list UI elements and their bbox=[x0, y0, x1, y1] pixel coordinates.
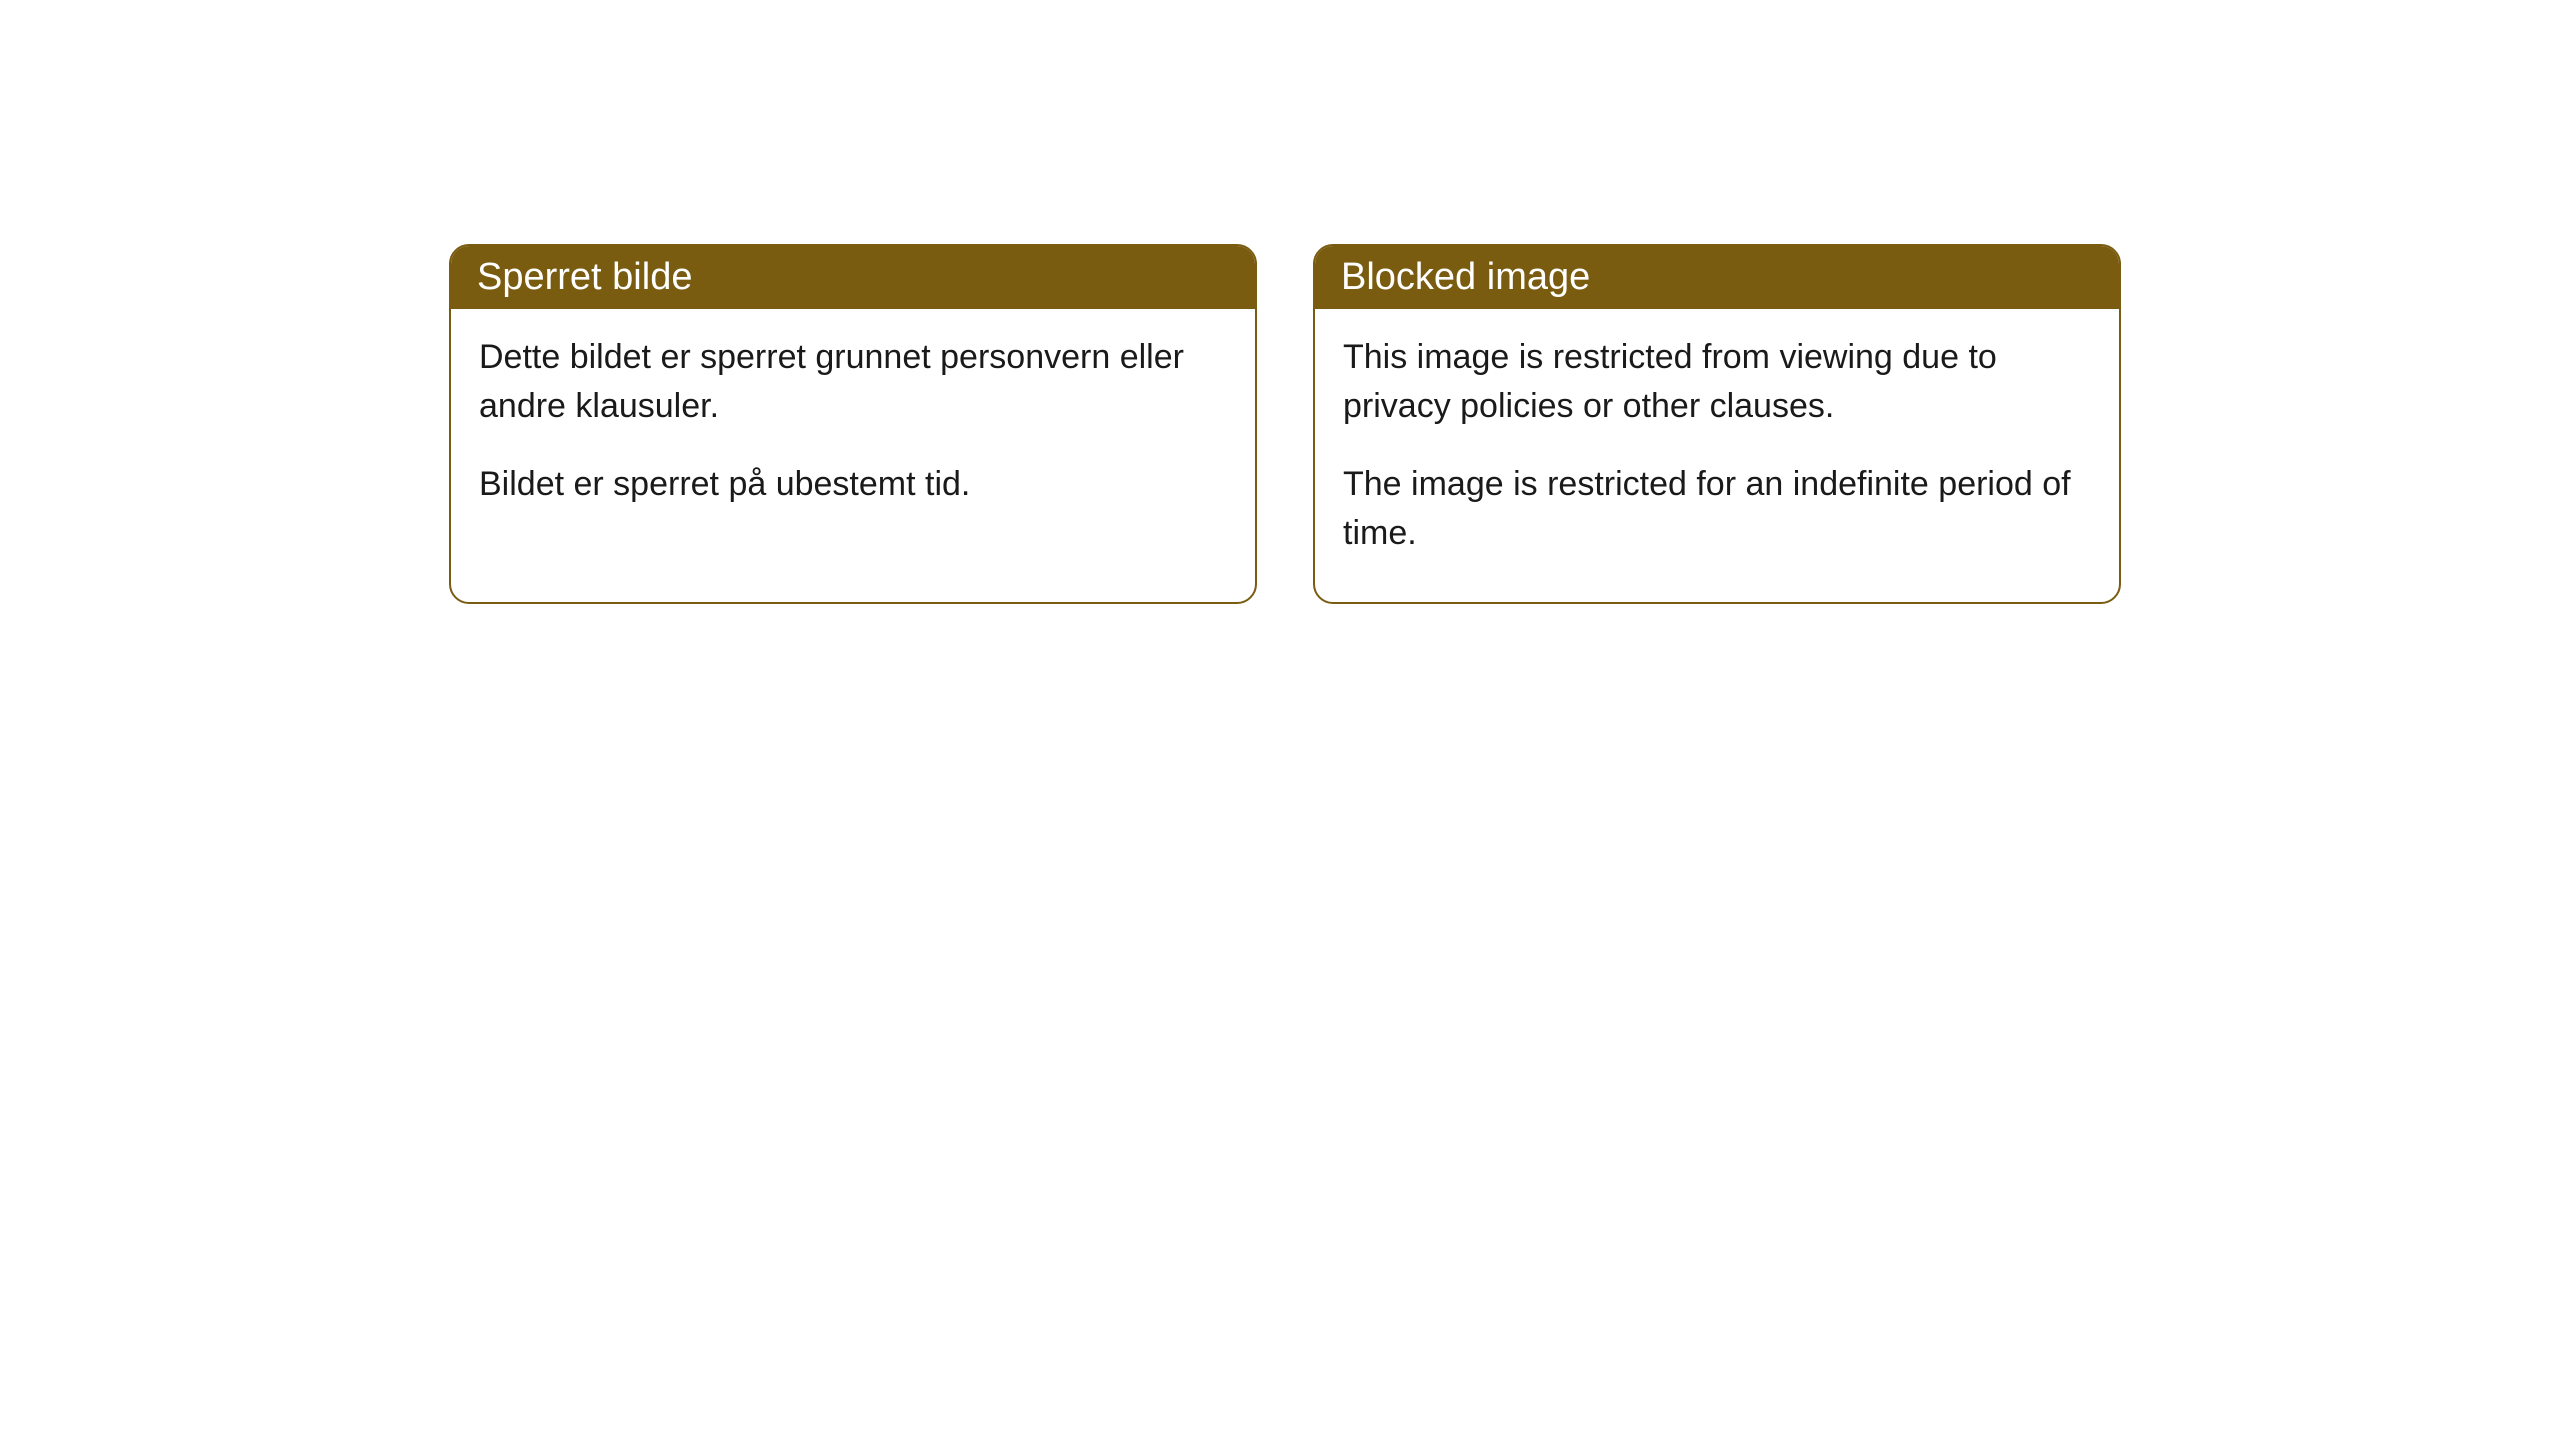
paragraph-reason-english: This image is restricted from viewing du… bbox=[1343, 333, 2091, 432]
panel-header-norwegian: Sperret bilde bbox=[451, 246, 1255, 309]
paragraph-duration-norwegian: Bildet er sperret på ubestemt tid. bbox=[479, 460, 1227, 509]
paragraph-reason-norwegian: Dette bildet er sperret grunnet personve… bbox=[479, 333, 1227, 432]
panel-body-norwegian: Dette bildet er sperret grunnet personve… bbox=[451, 309, 1255, 553]
blocked-image-panel-english: Blocked image This image is restricted f… bbox=[1313, 244, 2121, 604]
blocked-image-panel-norwegian: Sperret bilde Dette bildet er sperret gr… bbox=[449, 244, 1257, 604]
panel-body-english: This image is restricted from viewing du… bbox=[1315, 309, 2119, 602]
notice-container: Sperret bilde Dette bildet er sperret gr… bbox=[449, 244, 2121, 604]
panel-header-english: Blocked image bbox=[1315, 246, 2119, 309]
paragraph-duration-english: The image is restricted for an indefinit… bbox=[1343, 460, 2091, 559]
